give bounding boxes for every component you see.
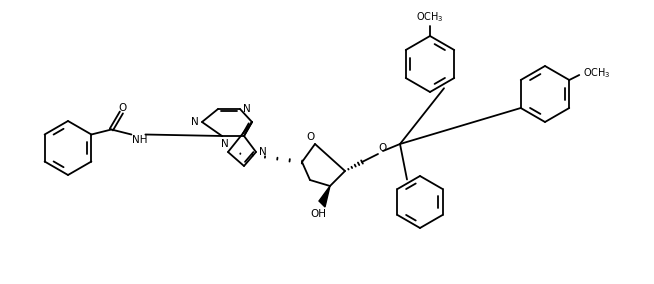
Text: O: O — [306, 132, 314, 142]
Text: NH: NH — [131, 135, 147, 145]
Text: O: O — [118, 103, 126, 112]
Text: N: N — [259, 147, 267, 157]
Text: N: N — [243, 104, 251, 114]
Text: OH: OH — [310, 209, 326, 219]
Text: N: N — [191, 117, 199, 127]
Text: N: N — [221, 139, 229, 149]
Text: OCH$_3$: OCH$_3$ — [416, 10, 444, 24]
Text: O: O — [378, 143, 386, 153]
Polygon shape — [319, 186, 330, 207]
Text: OCH$_3$: OCH$_3$ — [583, 66, 611, 80]
